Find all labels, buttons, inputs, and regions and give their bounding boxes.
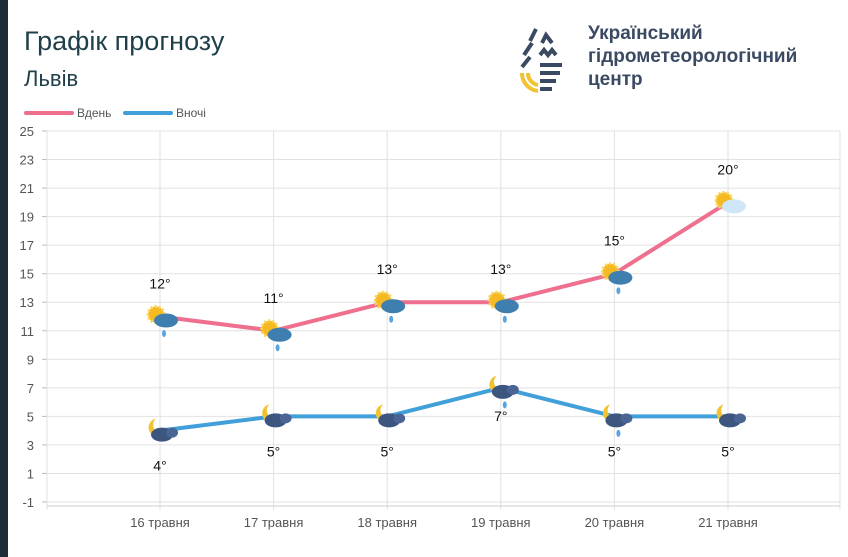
y-tick-label: 15 bbox=[20, 267, 34, 282]
weather-moon-cloud-rain-icon bbox=[489, 375, 519, 409]
x-tick-label: 19 травня bbox=[471, 515, 531, 530]
weather-moon-cloud-icon bbox=[716, 404, 746, 428]
series-line-0 bbox=[159, 200, 730, 333]
drop-logo-icon bbox=[519, 28, 562, 93]
page-title: Графік прогнозу bbox=[24, 26, 225, 56]
weather-moon-cloud-icon bbox=[262, 404, 292, 428]
org-line-1: Український bbox=[588, 23, 703, 44]
weather-moon-cloud-icon bbox=[148, 418, 178, 442]
data-label: 5° bbox=[721, 443, 734, 459]
x-tick-label: 16 травня bbox=[130, 515, 190, 530]
weather-moon-cloud-rain-icon bbox=[602, 404, 633, 437]
legend-label-0: Вдень bbox=[77, 106, 111, 120]
window-edge bbox=[0, 0, 8, 557]
data-label: 5° bbox=[381, 443, 394, 459]
y-tick-label: 17 bbox=[20, 238, 34, 253]
x-tick-label: 18 травня bbox=[357, 515, 417, 530]
data-label: 5° bbox=[267, 443, 280, 459]
y-tick-label: 9 bbox=[27, 352, 34, 367]
x-tick-label: 17 травня bbox=[244, 515, 304, 530]
data-label: 15° bbox=[604, 233, 625, 249]
data-label: 4° bbox=[153, 458, 166, 474]
org-line-3: центр bbox=[588, 69, 643, 90]
series-line-1 bbox=[159, 385, 728, 433]
y-tick-label: 5 bbox=[27, 409, 34, 424]
org-line-2: гідрометеорологічний bbox=[588, 46, 798, 67]
y-tick-label: 3 bbox=[27, 438, 34, 453]
y-tick-label: 1 bbox=[27, 466, 34, 481]
data-label: 13° bbox=[377, 261, 398, 277]
y-tick-label: 11 bbox=[21, 324, 35, 339]
y-tick-label: 21 bbox=[20, 181, 34, 196]
weather-moon-cloud-icon bbox=[375, 404, 406, 428]
y-tick-label: 13 bbox=[20, 295, 34, 310]
weather-sun-cloud-rain-icon bbox=[373, 290, 406, 323]
data-label: 13° bbox=[490, 261, 511, 277]
x-tick-label: 21 травня bbox=[698, 515, 758, 530]
city-name: Львів bbox=[24, 66, 79, 91]
y-tick-label: 7 bbox=[27, 381, 34, 396]
legend-label-1: Вночі bbox=[176, 106, 206, 120]
data-label: 7° bbox=[494, 408, 507, 424]
weather-sun-cloud-rain-icon bbox=[487, 290, 519, 323]
organization-name: Український гідрометеорологічний центр bbox=[588, 22, 797, 91]
weather-sun-cloud-rain-icon bbox=[600, 262, 633, 295]
data-label: 5° bbox=[608, 443, 621, 459]
weather-sun-cloud-rain-icon bbox=[146, 305, 178, 337]
weather-sun-cloud-rain-icon bbox=[260, 319, 292, 352]
x-tick-label: 20 травня bbox=[585, 515, 645, 530]
y-tick-label: -1 bbox=[22, 495, 34, 510]
data-label: 20° bbox=[717, 161, 738, 177]
y-tick-label: 25 bbox=[20, 124, 34, 139]
data-label: 12° bbox=[149, 276, 170, 292]
y-tick-label: 23 bbox=[20, 153, 34, 168]
y-tick-label: 19 bbox=[20, 210, 34, 225]
weather-sun-cloud-icon bbox=[714, 190, 746, 214]
data-label: 11° bbox=[264, 290, 284, 306]
